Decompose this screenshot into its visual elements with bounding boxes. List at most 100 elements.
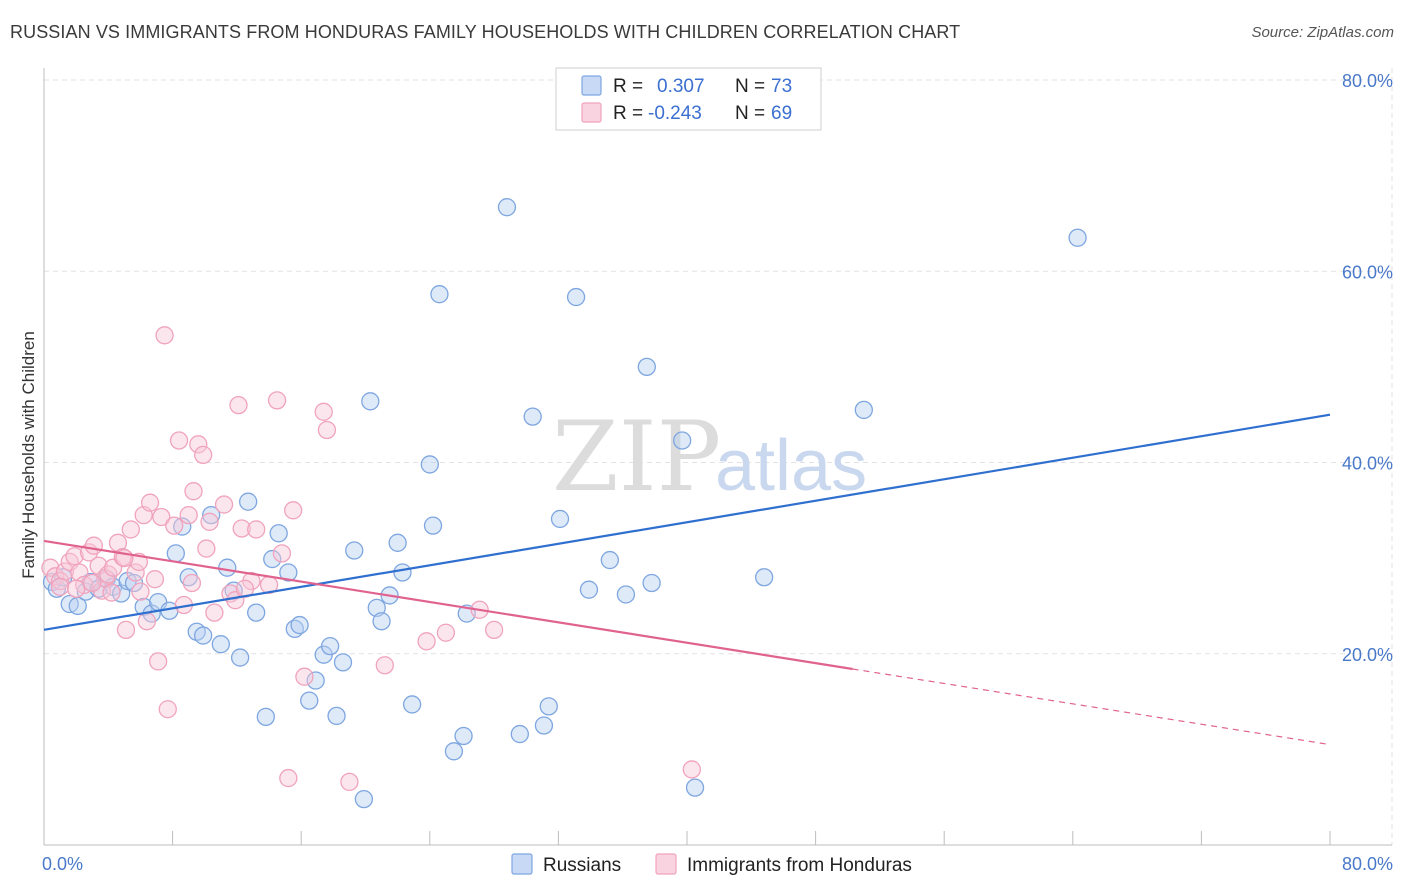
point-russians-36 [306,671,325,690]
point-honduras-30 [169,431,189,450]
point-russians-69 [685,778,705,797]
point-honduras-24 [145,570,165,589]
x-tick-labels: 0.0% 80.0% [42,854,1393,874]
series-legend-label-honduras: Immigrants from Honduras [687,855,912,876]
point-honduras-54 [375,656,394,675]
trend-line-russians [43,413,1331,631]
point-russians-56 [497,198,517,217]
point-honduras-2 [50,571,70,591]
point-honduras-32 [179,505,198,525]
point-russians-23 [211,635,230,654]
watermark: ZIP atlas [552,401,867,513]
point-russians-32 [279,563,298,582]
point-honduras-46 [267,391,287,410]
point-honduras-27 [155,326,174,345]
point-honduras-22 [137,612,157,631]
point-honduras-61 [67,579,86,598]
point-honduras-42 [229,395,248,415]
point-russians-27 [239,492,258,511]
y-tick-label-20: 20.0% [1342,645,1393,665]
point-honduras-52 [317,420,337,440]
point-honduras-25 [148,652,168,671]
point-honduras-48 [279,768,298,788]
point-honduras-66 [182,573,202,593]
point-honduras-26 [152,507,171,527]
point-russians-22 [202,505,221,525]
point-honduras-19 [126,563,145,582]
point-russians-26 [230,648,250,667]
point-russians-39 [327,706,346,726]
point-honduras-63 [102,583,121,602]
trend-lines [43,413,1331,746]
point-honduras-37 [200,512,219,531]
source-credit: Source: ZipAtlas.com [1251,24,1394,41]
point-russians-61 [550,509,570,529]
point-honduras-43 [232,519,251,538]
point-honduras-58 [484,620,504,639]
watermark-atlas: atlas [715,426,867,506]
point-russians-51 [423,516,443,535]
point-russians-65 [616,585,636,604]
point-honduras-45 [247,520,266,539]
point-honduras-62 [83,573,102,593]
data-points [41,198,1087,809]
point-russians-68 [673,431,692,450]
point-honduras-18 [121,520,140,539]
point-russians-62 [566,287,586,307]
point-russians-48 [393,563,412,582]
point-russians-31 [269,524,288,543]
point-honduras-50 [295,667,314,686]
point-russians-17 [166,544,185,563]
point-honduras-29 [165,516,184,535]
point-russians-28 [247,603,266,622]
y-axis-label: Family Households with Children [19,331,38,579]
point-russians-38 [320,636,340,656]
legend-n-value-russians: 73 [771,76,792,97]
trend-line-honduras [43,539,853,671]
point-russians-41 [345,541,364,560]
legend-r-value-honduras: -0.243 [648,103,702,124]
point-russians-50 [420,455,439,474]
legend-r-value-russians: 0.307 [657,76,705,97]
x-tick-label-min: 0.0% [42,854,83,874]
chart-title: RUSSIAN VS IMMIGRANTS FROM HONDURAS FAMI… [10,22,961,42]
series-legend: Russians Immigrants from Honduras [511,853,912,876]
point-russians-64 [600,550,619,570]
trend-line-honduras-extrapolated [852,668,1331,746]
point-russians-29 [256,707,275,727]
point-honduras-59 [682,760,701,779]
point-russians-71 [854,400,873,420]
point-russians-19 [179,568,198,587]
series-legend-swatch-honduras [655,853,677,875]
point-russians-47 [388,533,407,552]
y-tick-label-40: 40.0% [1342,454,1393,474]
y-tick-labels: 20.0% 40.0% 60.0% 80.0% [1342,71,1393,665]
point-russians-59 [534,716,554,735]
series-legend-label-russians: Russians [543,855,621,876]
point-russians-43 [361,392,380,411]
point-honduras-53 [340,772,359,792]
point-russians-42 [354,789,374,809]
legend-n-value-honduras: 69 [771,103,792,124]
point-russians-58 [523,407,542,426]
point-honduras-28 [158,700,177,719]
point-russians-63 [579,580,599,599]
x-tick-label-max: 80.0% [1342,854,1393,874]
point-russians-66 [637,357,656,377]
grid-lines [44,68,1393,845]
point-russians-70 [755,568,774,587]
point-honduras-33 [184,482,203,501]
legend-n-label-honduras: N = [735,103,765,124]
point-honduras-65 [131,582,150,601]
series-legend-swatch-russians [511,853,533,875]
point-russians-60 [539,697,558,716]
point-russians-72 [1068,228,1087,247]
point-honduras-47 [272,544,292,563]
point-honduras-15 [108,533,128,552]
point-russians-35 [300,691,319,710]
legend-r-label-russians: R = [613,76,643,97]
point-russians-40 [333,653,353,672]
point-honduras-17 [116,620,136,639]
point-russians-30 [263,549,282,569]
point-honduras-60 [50,577,70,596]
